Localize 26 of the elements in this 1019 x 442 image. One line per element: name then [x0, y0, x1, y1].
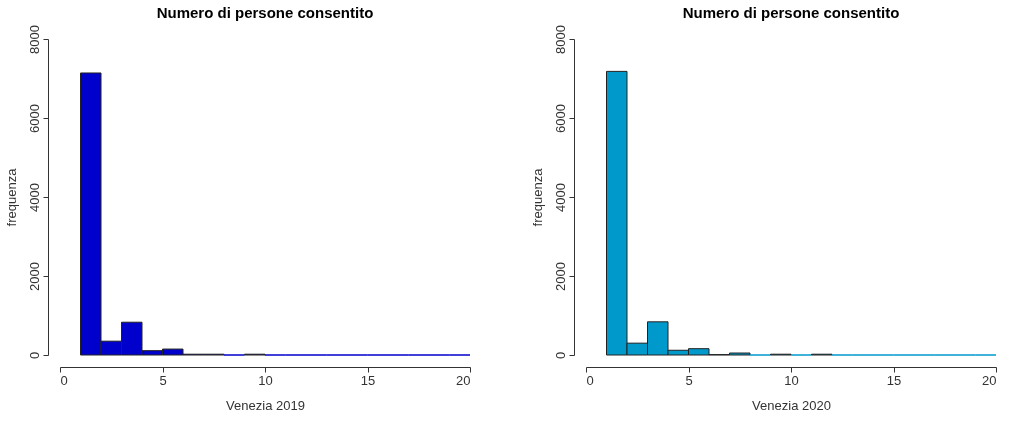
y-tick-label: 4000	[552, 183, 568, 212]
x-axis-title: Venezia 2020	[752, 397, 831, 413]
chart-title: Numero di persone consentito	[682, 3, 900, 21]
y-tick-label: 4000	[26, 183, 42, 212]
y-tick-label: 8000	[26, 25, 42, 54]
x-tick-label: 15	[886, 372, 902, 388]
x-axis-title: Venezia 2019	[226, 397, 305, 413]
x-tick-label: 5	[159, 372, 167, 388]
y-axis-title: frequenza	[529, 167, 545, 227]
x-tick-label: 5	[685, 372, 693, 388]
y-tick-label: 6000	[552, 104, 568, 133]
x-tick-label: 20	[982, 372, 997, 388]
y-tick-label: 6000	[26, 104, 42, 133]
x-tick-label: 10	[784, 372, 799, 388]
y-axis-title: frequenza	[3, 167, 19, 227]
x-tick-label: 10	[258, 372, 273, 388]
y-tick-label: 2000	[26, 262, 42, 291]
y-tick-label: 0	[26, 351, 42, 360]
x-tick-label: 0	[586, 372, 594, 388]
y-tick-label: 2000	[552, 262, 568, 291]
x-tick-label: 20	[456, 372, 471, 388]
x-tick-label: 15	[360, 372, 376, 388]
y-tick-label: 0	[552, 351, 568, 360]
x-tick-label: 0	[60, 372, 68, 388]
y-tick-label: 8000	[552, 25, 568, 54]
chart-title: Numero di persone consentito	[156, 3, 374, 21]
